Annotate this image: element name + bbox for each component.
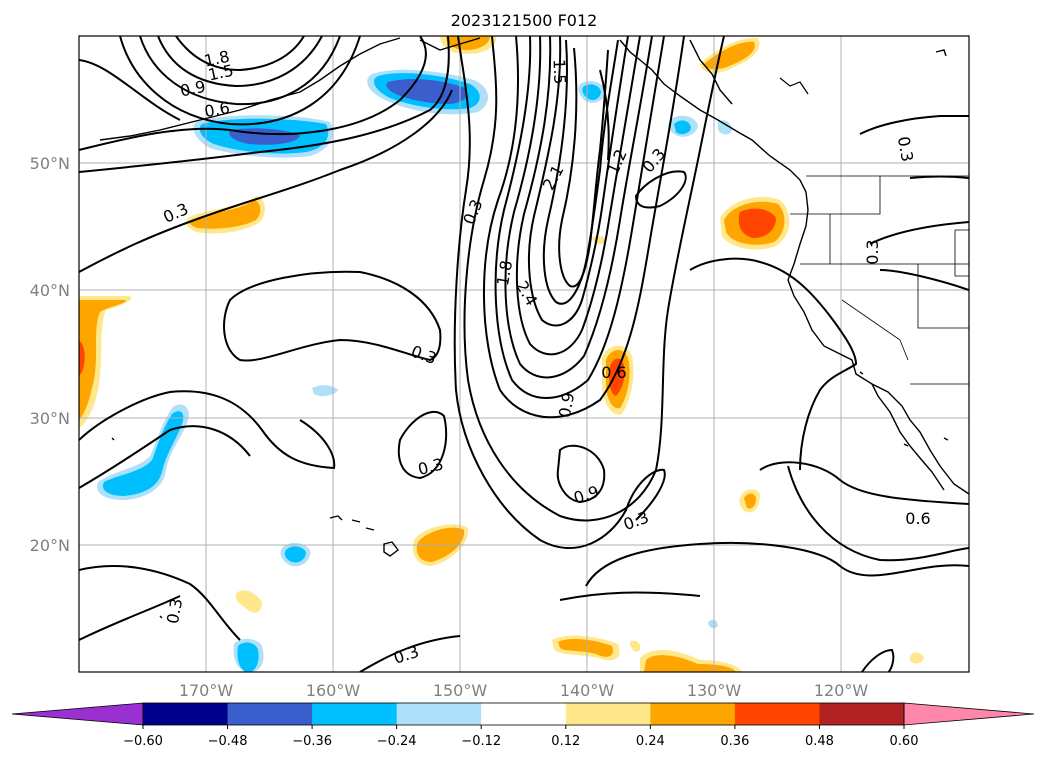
svg-text:0.6: 0.6 bbox=[905, 509, 930, 528]
svg-text:0.6: 0.6 bbox=[601, 363, 626, 382]
shaded-field bbox=[79, 36, 924, 672]
colorbar-segment bbox=[312, 703, 398, 725]
svg-text:0.9: 0.9 bbox=[555, 391, 578, 419]
svg-text:1.8: 1.8 bbox=[493, 259, 516, 287]
map-area: 1.8 1.5 0.9 0.6 0.3 1.5 2.1 1.2 0.3 0.3 … bbox=[79, 36, 969, 672]
colorbar-segment bbox=[227, 703, 313, 725]
svg-text:30°N: 30°N bbox=[30, 409, 70, 428]
colorbar-segment bbox=[734, 703, 820, 725]
svg-text:0.3: 0.3 bbox=[863, 239, 882, 264]
colorbar-segment bbox=[565, 703, 651, 725]
svg-text:1.8: 1.8 bbox=[202, 47, 231, 71]
colorbar-extend-min bbox=[11, 702, 144, 726]
colorbar-extend-max bbox=[903, 702, 1035, 726]
longitude-labels: 170°W 160°W 150°W 140°W 130°W 120°W bbox=[179, 681, 869, 700]
svg-text:150°W: 150°W bbox=[433, 681, 488, 700]
colorbar-segment bbox=[819, 703, 905, 725]
colorbar-segment bbox=[396, 703, 482, 725]
svg-text:1.5: 1.5 bbox=[550, 59, 570, 85]
svg-text:140°W: 140°W bbox=[560, 681, 615, 700]
svg-text:0.3: 0.3 bbox=[894, 135, 917, 163]
svg-text:170°W: 170°W bbox=[179, 681, 234, 700]
colorbar-tick-label: −0.48 bbox=[208, 734, 248, 749]
latitude-labels: 50°N 40°N 30°N 20°N bbox=[30, 154, 70, 555]
svg-text:0.9: 0.9 bbox=[178, 77, 207, 101]
colorbar-tick-label: −0.24 bbox=[377, 734, 417, 749]
colorbar-tick-label: −0.36 bbox=[292, 734, 332, 749]
colorbar-tick-label: 0.36 bbox=[720, 734, 749, 749]
contours bbox=[79, 36, 969, 672]
map-title: 2023121500 F012 bbox=[451, 11, 598, 30]
colorbar: −0.60 −0.48 −0.36 −0.24 −0.12 0.12 0.24 0.36 0.4… bbox=[11, 702, 1035, 749]
svg-text:0.3: 0.3 bbox=[163, 597, 186, 625]
svg-text:0.6: 0.6 bbox=[203, 98, 231, 121]
svg-text:120°W: 120°W bbox=[814, 681, 869, 700]
svg-text:50°N: 50°N bbox=[30, 154, 70, 173]
colorbar-segment bbox=[650, 703, 736, 725]
graticule bbox=[79, 36, 969, 672]
colorbar-outline bbox=[142, 702, 905, 726]
colorbar-tick-label: −0.12 bbox=[461, 734, 501, 749]
svg-text:130°W: 130°W bbox=[687, 681, 742, 700]
colorbar-tick-label: −0.60 bbox=[123, 734, 163, 749]
colorbar-tick-label: 0.60 bbox=[890, 734, 919, 749]
colorbar-tick-label: 0.48 bbox=[805, 734, 834, 749]
colorbar-tick-label: 0.12 bbox=[551, 734, 580, 749]
colorbar-segment bbox=[143, 703, 229, 725]
colorbar-segment bbox=[481, 703, 567, 725]
map-frame bbox=[78, 35, 970, 673]
svg-text:20°N: 20°N bbox=[30, 536, 70, 555]
svg-text:40°N: 40°N bbox=[30, 281, 70, 300]
svg-text:160°W: 160°W bbox=[306, 681, 361, 700]
svg-text:1.5: 1.5 bbox=[206, 61, 235, 85]
colorbar-tick-label: 0.24 bbox=[636, 734, 665, 749]
